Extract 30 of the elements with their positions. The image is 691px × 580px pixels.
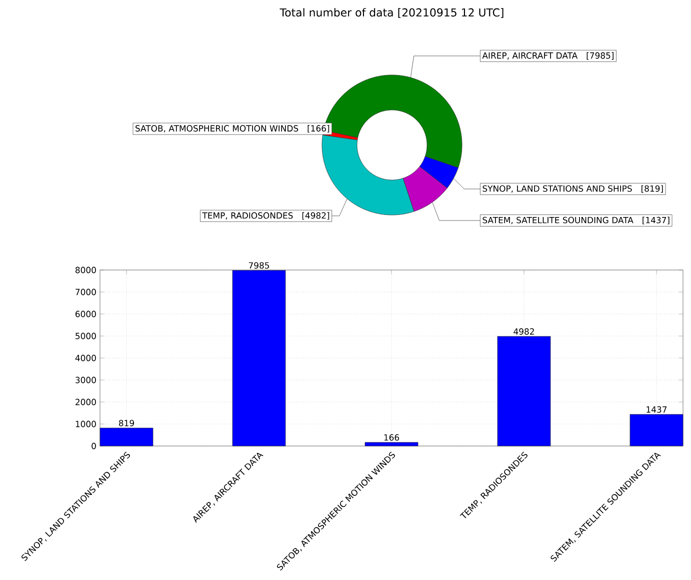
- data-label: 4982: [514, 328, 534, 335]
- data-label: 819: [118, 420, 134, 426]
- y-tick-label: 5000: [76, 332, 96, 340]
- y-tick-label: 3000: [76, 376, 96, 384]
- y-tick-label: 8000: [76, 266, 96, 274]
- data-label: [7985]: [586, 52, 614, 60]
- slice-label: SATOB, ATMOSPHERIC MOTION WINDS: [136, 125, 298, 132]
- bar: [630, 414, 684, 446]
- slice-label: AIREP, AIRCRAFT DATA: [482, 52, 578, 60]
- data-label: 7985: [248, 262, 270, 269]
- slice-label: SATEM, SATELLITE SOUNDING DATA: [482, 216, 634, 224]
- bar: [364, 442, 418, 446]
- data-label: [4982]: [302, 212, 330, 220]
- slice-label: SYNOP, LAND STATIONS AND SHIPS: [482, 185, 632, 193]
- data-label: 1437: [646, 406, 667, 413]
- y-tick-label: 0: [92, 442, 96, 450]
- data-label: [819]: [642, 185, 663, 193]
- bar: [100, 428, 154, 446]
- y-tick-label: 1000: [76, 420, 96, 428]
- data-label: [1437]: [642, 216, 670, 224]
- y-tick-label: 2000: [76, 398, 96, 406]
- chart-title: Total number of data [20210915 12 UTC]: [280, 8, 504, 18]
- y-tick-label: 4000: [75, 354, 96, 362]
- data-label: 166: [384, 434, 400, 441]
- y-tick-label: 6000: [76, 310, 96, 318]
- bar: [232, 270, 286, 446]
- bar: [497, 336, 551, 446]
- data-label: [166]: [308, 125, 330, 133]
- slice-label: TEMP, RADIOSONDES: [202, 212, 293, 220]
- y-tick-label: 7000: [76, 288, 96, 296]
